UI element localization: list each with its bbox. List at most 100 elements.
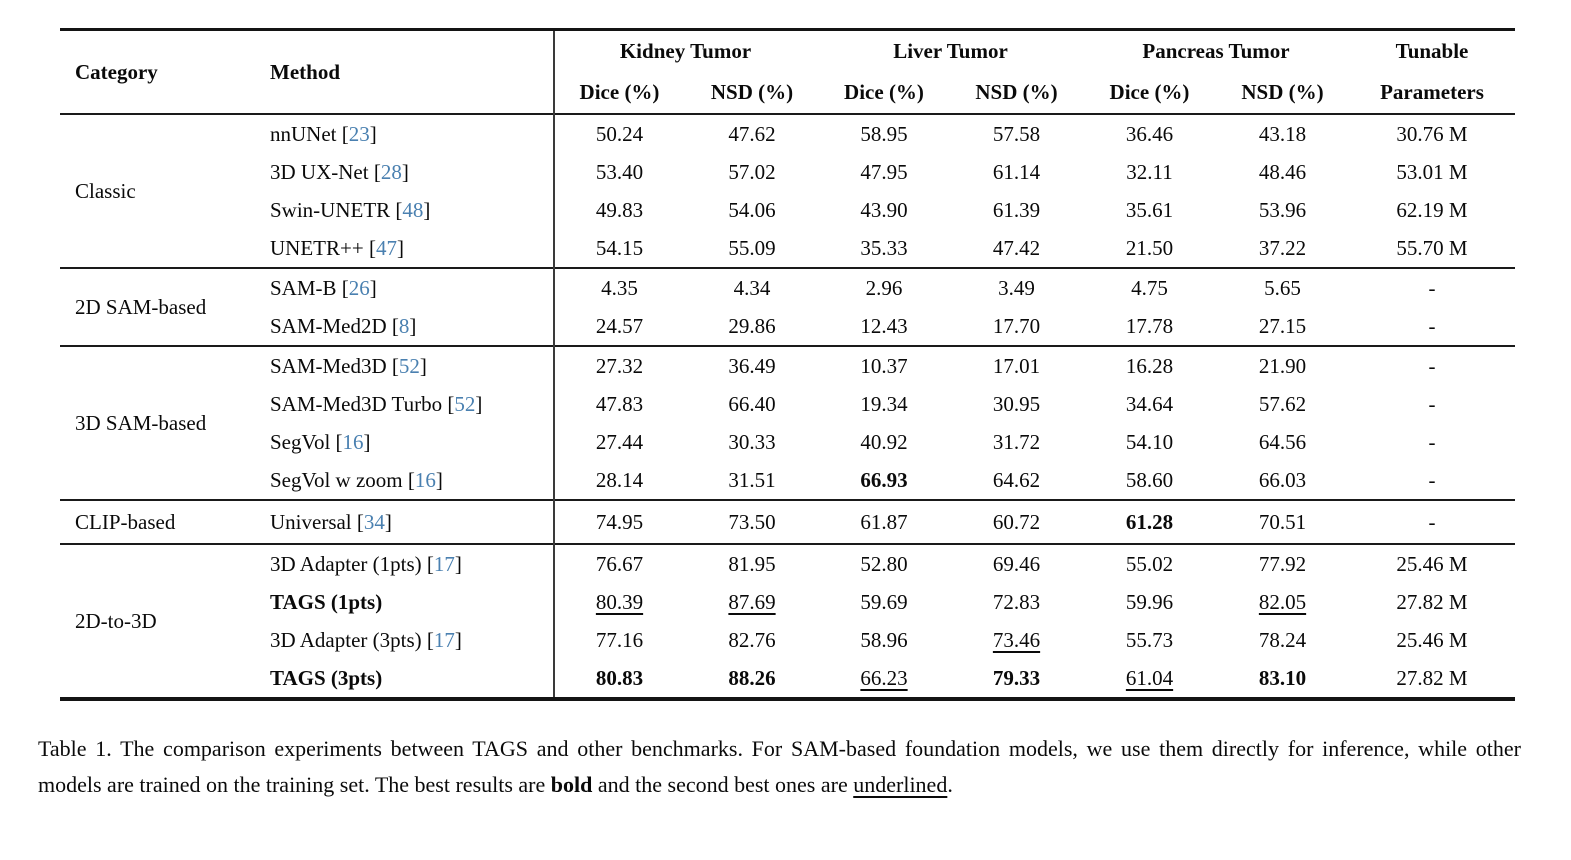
metric-value: 78.24 [1258, 627, 1307, 652]
metric-value: 47.95 [860, 159, 908, 184]
metric-value: 59.96 [1125, 589, 1174, 614]
citation-link[interactable]: 28 [380, 159, 402, 184]
table-body: Classic nnUNet [23] 50.24 47.62 58.95 57.58 36… [60, 115, 1515, 697]
citation-link[interactable]: 52 [398, 353, 420, 378]
metric-value: 66.23 [860, 665, 908, 690]
metric-value: 10.37 [860, 353, 908, 378]
caption-segment: . [947, 772, 953, 797]
metric-value: 58.95 [860, 121, 908, 146]
table-section: Classic nnUNet [23] 50.24 47.62 58.95 57.58 36… [60, 115, 1515, 267]
metric-value: 74.95 [595, 509, 644, 534]
citation-link[interactable]: 16 [414, 467, 436, 492]
table-section: CLIP-based Universal [34] 74.95 73.50 61.87 6… [60, 499, 1515, 543]
metric-value: 61.28 [1125, 509, 1174, 534]
metric-value: 5.65 [1264, 275, 1301, 300]
params-value: 62.19 M [1396, 197, 1468, 222]
metric-value: 29.86 [728, 313, 776, 338]
metric-value: 82.76 [728, 627, 776, 652]
citation-link[interactable]: 26 [348, 275, 370, 300]
citation-link[interactable]: 52 [454, 391, 476, 416]
citation-link[interactable]: 8 [398, 313, 410, 338]
citation-link[interactable]: 17 [433, 551, 455, 576]
category-label: Classic [75, 178, 136, 203]
method-label: UNETR++ [47] [270, 235, 404, 260]
citation-link[interactable]: 17 [433, 627, 455, 652]
header-liver-nsd: NSD (%) [975, 80, 1058, 104]
metric-value: 17.01 [992, 353, 1041, 378]
metric-value: 73.46 [992, 627, 1041, 652]
metric-value: 81.95 [728, 551, 776, 576]
metric-value: 87.69 [728, 589, 776, 614]
header-kidney-nsd: NSD (%) [710, 80, 794, 104]
metric-value: 82.05 [1258, 589, 1307, 614]
metric-value: 36.49 [728, 353, 776, 378]
metric-value: 77.92 [1258, 551, 1307, 576]
metric-value: 2.96 [865, 275, 903, 300]
metric-value: 66.03 [1258, 467, 1307, 492]
params-value: - [1428, 467, 1436, 492]
metric-value: 66.40 [728, 391, 776, 416]
metric-value: 21.50 [1125, 235, 1174, 260]
metric-value: 61.04 [1125, 665, 1174, 690]
metric-value: 60.72 [992, 509, 1041, 534]
table-vertical-rule [553, 31, 555, 697]
metric-value: 19.34 [860, 391, 908, 416]
method-label: SAM-Med3D Turbo [52] [270, 391, 483, 416]
method-label: nnUNet [23] [270, 121, 377, 146]
metric-value: 17.70 [992, 313, 1041, 338]
metric-value: 16.28 [1125, 353, 1174, 378]
metric-value: 47.83 [595, 391, 644, 416]
method-label: TAGS (3pts) [270, 665, 383, 690]
table-section: 2D-to-3D 3D Adapter (1pts) [17] 76.67 81.95… [60, 543, 1515, 697]
metric-value: 32.11 [1126, 159, 1173, 184]
params-value: 25.46 M [1396, 551, 1468, 576]
metric-value: 80.83 [595, 665, 644, 690]
header-method: Method [270, 59, 340, 84]
metric-value: 52.80 [860, 551, 908, 576]
caption-segment: underlined [853, 772, 948, 797]
citation-link[interactable]: 16 [342, 429, 364, 454]
method-label: 3D UX-Net [28] [270, 159, 409, 184]
params-value: - [1428, 429, 1436, 454]
metric-value: 57.58 [992, 121, 1041, 146]
metric-value: 55.09 [728, 235, 776, 260]
params-value: 25.46 M [1396, 627, 1468, 652]
metric-value: 3.49 [998, 275, 1035, 300]
metric-value: 28.14 [595, 467, 644, 492]
method-label: TAGS (1pts) [270, 589, 383, 614]
params-value: 55.70 M [1396, 235, 1468, 260]
params-value: 27.82 M [1396, 589, 1468, 614]
citation-link[interactable]: 47 [375, 235, 397, 260]
metric-value: 49.83 [595, 197, 644, 222]
metric-value: 12.43 [860, 313, 908, 338]
metric-value: 31.51 [728, 467, 776, 492]
metric-value: 58.60 [1125, 467, 1174, 492]
metric-value: 4.35 [601, 275, 638, 300]
metric-value: 58.96 [860, 627, 908, 652]
method-label: 3D Adapter (1pts) [17] [270, 551, 462, 576]
metric-value: 72.83 [992, 589, 1041, 614]
metric-value: 43.18 [1258, 121, 1307, 146]
metric-value: 79.33 [992, 665, 1041, 690]
metric-value: 61.14 [992, 159, 1041, 184]
metric-value: 64.56 [1258, 429, 1307, 454]
metric-value: 40.92 [860, 429, 908, 454]
header-liver-tumor: Liver Tumor [893, 39, 1008, 63]
method-label: 3D Adapter (3pts) [17] [270, 627, 462, 652]
metric-value: 59.69 [860, 589, 908, 614]
table-section: 2D SAM-based SAM-B [26] 4.35 4.34 2.96 3.49 4.… [60, 267, 1515, 345]
metric-value: 30.95 [992, 391, 1041, 416]
metric-value: 27.32 [595, 353, 644, 378]
metric-value: 57.62 [1258, 391, 1307, 416]
citation-link[interactable]: 23 [348, 121, 370, 146]
citation-link[interactable]: 34 [363, 509, 385, 534]
header-pancreas-dice: Dice (%) [1109, 80, 1190, 104]
citation-link[interactable]: 48 [402, 197, 424, 222]
params-value: 27.82 M [1396, 665, 1468, 690]
metric-value: 69.46 [992, 551, 1041, 576]
metric-value: 35.61 [1125, 197, 1174, 222]
metric-value: 47.42 [992, 235, 1041, 260]
metric-value: 66.93 [860, 467, 908, 492]
header-liver-dice: Dice (%) [844, 80, 924, 104]
metric-value: 80.39 [595, 589, 644, 614]
